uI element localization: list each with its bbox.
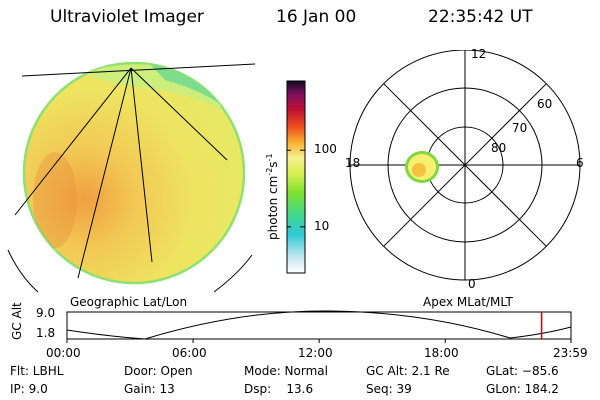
timeline-xtick-2359: 23:59 [553, 346, 588, 360]
polar-plot [349, 50, 581, 281]
info-glat: GLat: −85.6 [486, 364, 559, 378]
earth-disk [24, 63, 244, 283]
info-glon: GLon: 184.2 [486, 382, 559, 396]
timeline-plot [66, 310, 572, 343]
timeline-frame [66, 311, 572, 340]
info-ip: IP: 9.0 [10, 382, 48, 396]
earth-limb [22, 61, 246, 285]
timeline-ymax: 9.0 [36, 306, 56, 320]
timeline-ymin: 1.8 [36, 326, 56, 340]
lat-label-80: 80 [491, 141, 507, 155]
polar-caption: Apex MLat/MLT [423, 295, 513, 309]
info-dsp: Dsp: 13.6 [244, 382, 314, 396]
geographic-caption: Geographic Lat/Lon [70, 295, 188, 309]
colorbar-unit-label: photon cm-2s-1 [265, 153, 280, 240]
observation-date: 16 Jan 00 [276, 7, 357, 27]
grid-arc-left [7, 249, 39, 293]
info-gc-altitude: GC Alt: 2.1 Re [366, 364, 450, 378]
colorbar-tick-10: 10 [314, 218, 330, 233]
timeline-tick-marks [66, 339, 572, 343]
polar-diagonal-2 [383, 83, 547, 247]
info-gain: Gain: 13 [124, 382, 175, 396]
timeline-xtick-1800: 18:00 [424, 346, 459, 360]
mlt-label-6: 6 [576, 156, 584, 170]
mlt-label-18: 18 [345, 156, 361, 170]
timeline-xtick-1200: 12:00 [298, 346, 333, 360]
lat-label-70: 70 [512, 121, 528, 135]
altitude-curve [66, 310, 572, 340]
colorbar-tick-marks [287, 149, 305, 228]
uv-earth-image [7, 61, 256, 293]
observation-time: 22:35:42 UT [428, 7, 533, 27]
geographic-grid-lines [14, 63, 256, 279]
lat-label-60: 60 [537, 97, 553, 111]
timeline-xtick-0000: 00:00 [46, 346, 81, 360]
mlt-label-0: 0 [468, 277, 476, 291]
info-sequence: Seq: 39 [366, 382, 412, 396]
colorbar [286, 80, 306, 274]
info-filter: Flt: LBHL [10, 364, 64, 378]
timeline-xtick-0600: 06:00 [172, 346, 207, 360]
colorbar-tick-100: 100 [314, 142, 337, 157]
polar-auroral-blob [405, 151, 439, 183]
instrument-title: Ultraviolet Imager [50, 7, 204, 27]
mlt-label-12: 12 [471, 47, 487, 61]
info-door: Door: Open [124, 364, 193, 378]
grid-arc-right [213, 254, 253, 293]
info-mode: Mode: Normal [244, 364, 328, 378]
